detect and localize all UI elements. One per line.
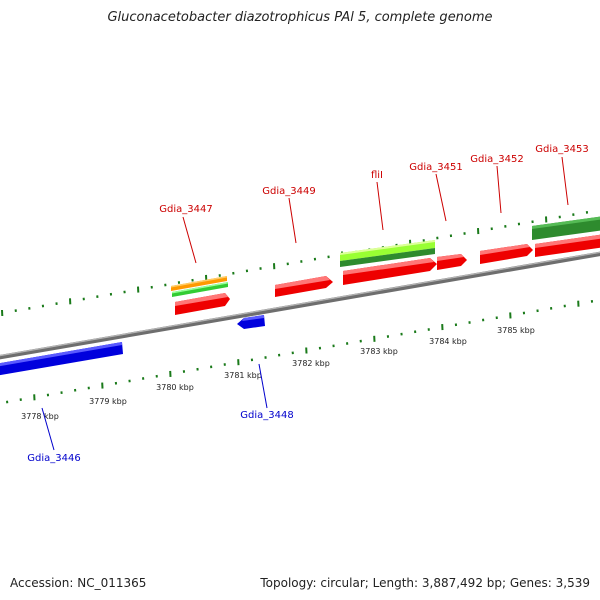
gene-feature-gdia-3452[interactable]	[480, 244, 533, 264]
gene-label-gdia-3448[interactable]: Gdia_3448	[240, 410, 293, 421]
scale-label-3780: 3780 kbp	[156, 383, 194, 392]
accession-text: Accession: NC_011365	[10, 576, 147, 590]
map-title: Gluconacetobacter diazotrophicus PAl 5, …	[107, 10, 493, 25]
scale-label-3781: 3781 kbp	[224, 371, 262, 380]
gene-label-gdia-3447[interactable]: Gdia_3447	[159, 204, 212, 215]
genome-backbone	[0, 251, 600, 360]
scale-label-3783: 3783 kbp	[360, 347, 398, 356]
scale-label-3784: 3784 kbp	[429, 337, 467, 346]
gene-label-gdia-3446[interactable]: Gdia_3446	[27, 453, 80, 464]
scale-tick-track	[6, 299, 594, 404]
gene-label-flii[interactable]: fliI	[371, 170, 383, 181]
scale-label-3778: 3778 kbp	[21, 412, 59, 421]
scale-label-3782: 3782 kbp	[292, 359, 330, 368]
scale-label-3785: 3785 kbp	[497, 326, 535, 335]
scale-label-3779: 3779 kbp	[89, 397, 127, 406]
scale-labels: 3778 kbp 3779 kbp 3780 kbp 3781 kbp 3782…	[21, 326, 535, 421]
reverse-strand-features	[0, 315, 265, 376]
gene-label-gdia-3453[interactable]: Gdia_3453	[535, 144, 588, 155]
gene-label-gdia-3452[interactable]: Gdia_3452	[470, 154, 523, 165]
forward-strand-features	[171, 216, 600, 315]
gene-labels: Gdia_3447 Gdia_3449 fliI Gdia_3451 Gdia_…	[27, 144, 588, 464]
gene-feature-gdia-3446[interactable]	[0, 342, 123, 376]
topology-text: Topology: circular; Length: 3,887,492 bp…	[260, 576, 590, 590]
gene-label-gdia-3449[interactable]: Gdia_3449	[262, 186, 315, 197]
feature-darkgreen	[340, 248, 435, 267]
upper-tick-track	[1, 210, 589, 317]
gene-label-gdia-3451[interactable]: Gdia_3451	[409, 162, 462, 173]
feature-darkgreen-2	[532, 216, 600, 240]
callout-lines	[41, 156, 569, 451]
